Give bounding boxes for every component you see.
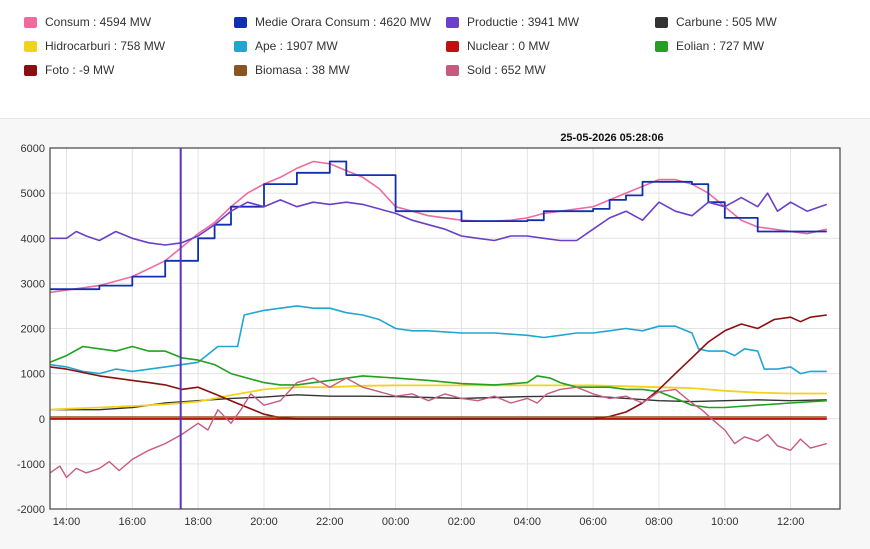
x-tick-label: 12:00 <box>777 516 805 528</box>
legend-swatch <box>24 40 37 52</box>
x-tick-label: 14:00 <box>53 516 81 528</box>
legend-swatch <box>446 16 459 28</box>
y-tick-label: 4000 <box>21 233 45 245</box>
y-tick-label: 5000 <box>21 188 45 200</box>
series-line-sold <box>49 377 827 479</box>
legend-item-carbune[interactable]: Carbune : 505 MW <box>655 14 777 30</box>
x-tick-label: 16:00 <box>119 516 147 528</box>
series-line-eolian <box>49 345 827 409</box>
plot-border <box>49 147 841 510</box>
legend-label: Hidrocarburi : 758 MW <box>45 39 166 53</box>
series-line-medie-orara-consum <box>50 160 827 291</box>
axes: -2000 -1000 0 1000 2000 3000 4000 5000 6000 14:00… <box>17 143 841 528</box>
legend-item-hidrocarburi[interactable]: Hidrocarburi : 758 MW <box>24 38 165 54</box>
y-tick-label: 1000 <box>21 369 45 381</box>
time-cursor[interactable]: 25-05-2026 05:28:06 <box>179 132 664 509</box>
legend-label: Biomasa : 38 MW <box>255 63 350 77</box>
y-tick-label: -1000 <box>17 459 45 471</box>
series-line-hidrocarburi <box>49 384 827 411</box>
x-tick-label: 18:00 <box>184 516 212 528</box>
series-line-foto <box>49 314 827 420</box>
legend-label: Eolian : 727 MW <box>676 39 765 53</box>
legend-label: Medie Orara Consum : 4620 MW <box>255 15 432 29</box>
cursor-label: 25-05-2026 05:28:06 <box>560 132 663 144</box>
x-tick-label: 20:00 <box>250 516 278 528</box>
legend-item-nuclear[interactable]: Nuclear : 0 MW <box>446 38 550 54</box>
legend-item-consum[interactable]: Consum : 4594 MW <box>24 14 151 30</box>
legend-label: Carbune : 505 MW <box>676 15 777 29</box>
legend-label: Sold : 652 MW <box>467 63 546 77</box>
legend-swatch <box>24 16 37 28</box>
series-line-ape <box>49 305 827 375</box>
x-tick-label: 10:00 <box>711 516 739 528</box>
legend: Consum : 4594 MW Medie Orara Consum : 46… <box>0 0 870 110</box>
x-tick-label: 06:00 <box>579 516 607 528</box>
legend-swatch <box>655 16 668 28</box>
legend-item-medie-orara-consum[interactable]: Medie Orara Consum : 4620 MW <box>234 14 431 30</box>
y-tick-label: 0 <box>39 414 45 426</box>
legend-swatch <box>234 16 247 28</box>
legend-label: Consum : 4594 MW <box>45 15 152 29</box>
legend-item-ape[interactable]: Ape : 1907 MW <box>234 38 338 54</box>
y-tick-label: 6000 <box>21 143 45 155</box>
legend-item-sold[interactable]: Sold : 652 MW <box>446 62 546 78</box>
legend-item-biomasa[interactable]: Biomasa : 38 MW <box>234 62 350 78</box>
legend-label: Ape : 1907 MW <box>255 39 338 53</box>
y-tick-label: 2000 <box>21 324 45 336</box>
x-tick-label: 22:00 <box>316 516 344 528</box>
x-tick-label: 00:00 <box>382 516 410 528</box>
legend-item-productie[interactable]: Productie : 3941 MW <box>446 14 579 30</box>
legend-swatch <box>446 64 459 76</box>
series-line-carbune <box>50 394 827 411</box>
series-group <box>49 160 828 479</box>
legend-item-eolian[interactable]: Eolian : 727 MW <box>655 38 764 54</box>
legend-label: Foto : -9 MW <box>45 63 115 77</box>
legend-swatch <box>446 40 459 52</box>
legend-swatch <box>234 64 247 76</box>
series-line-productie <box>50 192 828 246</box>
legend-swatch <box>234 40 247 52</box>
y-tick-label: 3000 <box>21 278 45 290</box>
x-tick-label: 08:00 <box>645 516 673 528</box>
legend-item-foto[interactable]: Foto : -9 MW <box>24 62 114 78</box>
x-tick-label: 02:00 <box>448 516 476 528</box>
legend-swatch <box>24 64 37 76</box>
legend-swatch <box>655 40 668 52</box>
legend-label: Productie : 3941 MW <box>467 15 580 29</box>
y-tick-label: -2000 <box>17 504 45 516</box>
x-tick-label: 04:00 <box>514 516 542 528</box>
legend-label: Nuclear : 0 MW <box>467 39 550 53</box>
